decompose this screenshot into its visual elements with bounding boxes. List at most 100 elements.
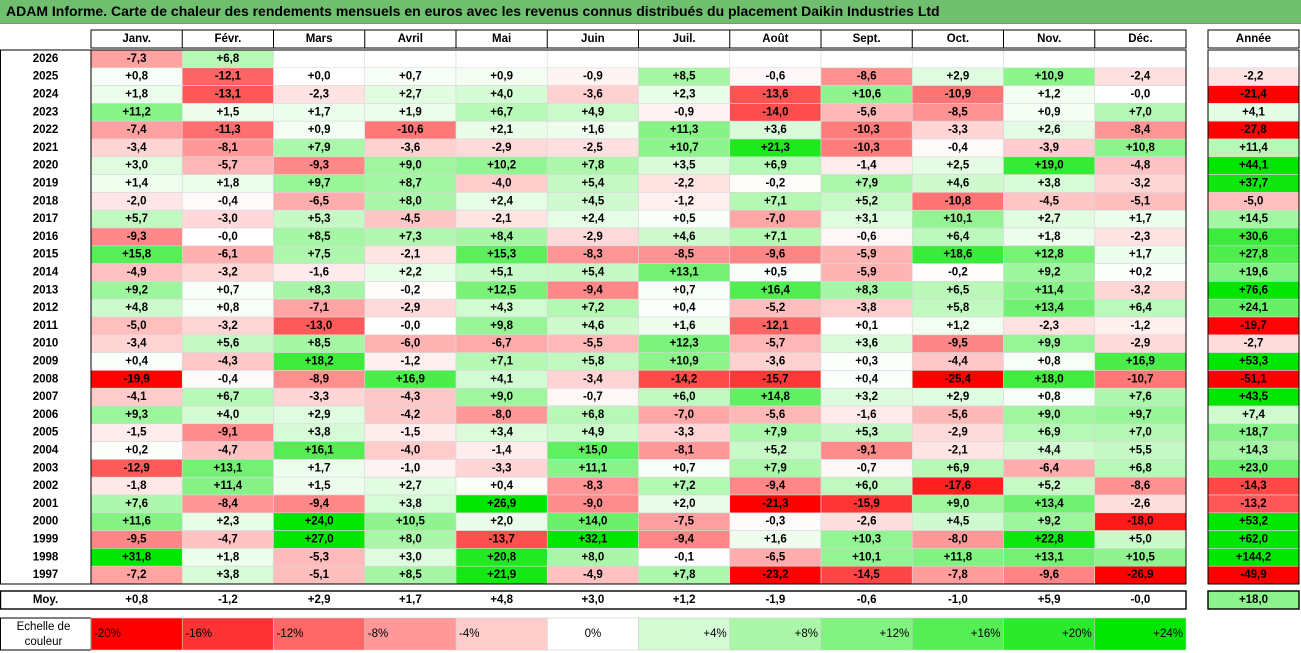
cell-value: -15,9 [854, 498, 880, 510]
heatmap-cell [364, 49, 457, 69]
cell-value: -9,6 [765, 249, 785, 261]
cell-value: +7,5 [308, 249, 331, 261]
cell-value: +19,0 [1035, 160, 1064, 172]
annual-value: +30,6 [1239, 231, 1268, 243]
annual-value: -14,3 [1240, 480, 1266, 492]
cell-value: -4,0 [400, 445, 420, 457]
cell-value: +5,2 [855, 195, 878, 207]
cell-value: +7,0 [1129, 427, 1152, 439]
cell-value: -14,2 [671, 373, 697, 385]
year-label: 2023 [33, 106, 59, 118]
cell-value: +0,2 [1129, 267, 1152, 279]
cell-value: -0,0 [1130, 89, 1150, 101]
cell-value: -5,6 [948, 409, 968, 421]
legend-swatch [638, 617, 731, 651]
cell-value: -5,3 [309, 551, 329, 563]
cell-value: +7,1 [490, 356, 513, 368]
annual-value: -27,8 [1240, 124, 1267, 136]
cell-value: +21,9 [487, 569, 516, 581]
page-title: ADAM Informe. Carte de chaleur des rende… [6, 3, 940, 19]
cell-value: +27,0 [305, 534, 334, 546]
cell-value: +9,2 [1038, 516, 1061, 528]
legend-stop-label: -8% [368, 628, 388, 640]
annual-value: +76,6 [1239, 284, 1268, 296]
cell-value: -2,3 [1130, 231, 1150, 243]
year-label: 2011 [33, 320, 59, 332]
cell-value: +8,5 [308, 338, 331, 350]
cell-value: -3,6 [583, 89, 603, 101]
cell-value: -9,3 [309, 160, 329, 172]
cell-value: +2,7 [399, 89, 422, 101]
annual-value: +43,5 [1239, 391, 1269, 403]
cell-value: +8,3 [308, 284, 331, 296]
average-annual-value: +18,0 [1239, 594, 1268, 606]
legend-label-box [0, 617, 92, 651]
annual-value: +18,7 [1239, 427, 1268, 439]
cell-value: -1,5 [400, 427, 420, 439]
cell-value: +6,9 [764, 160, 787, 172]
cell-value: +4,6 [582, 320, 605, 332]
average-label: Moy. [33, 594, 58, 606]
cell-value: -12,1 [215, 71, 242, 83]
cell-value: +2,3 [217, 516, 240, 528]
cell-value: +0,4 [855, 373, 878, 385]
cell-value: +1,8 [217, 178, 240, 190]
cell-value: +4,9 [582, 427, 605, 439]
cell-value: -0,7 [583, 391, 603, 403]
cell-value: +2,5 [947, 160, 970, 172]
cell-value: +16,9 [1126, 356, 1155, 368]
cell-value: -3,3 [674, 427, 694, 439]
cell-value: +9,7 [1129, 409, 1152, 421]
cell-value: +3,8 [217, 569, 240, 581]
cell-value: +7,8 [673, 569, 696, 581]
cell-value: +2,3 [673, 89, 696, 101]
annual-value: +53,3 [1239, 356, 1268, 368]
cell-value: +13,1 [670, 267, 700, 279]
annual-cell [1207, 49, 1300, 69]
cell-value: +5,8 [582, 356, 605, 368]
cell-value: +9,0 [490, 391, 513, 403]
annual-value: -2,7 [1244, 338, 1264, 350]
cell-value: -0,7 [857, 462, 877, 474]
cell-value: +6,0 [855, 480, 878, 492]
cell-value: -2,9 [583, 231, 603, 243]
annual-value: +44,1 [1239, 160, 1269, 172]
cell-value: -9,5 [948, 338, 968, 350]
cell-value: +4,5 [582, 195, 605, 207]
cell-value: -0,4 [948, 142, 968, 154]
cell-value: +2,7 [1038, 213, 1061, 225]
average-value: +4,8 [490, 594, 513, 606]
cell-value: +16,1 [305, 445, 335, 457]
cell-value: -8,1 [218, 142, 238, 154]
year-label: 2015 [33, 249, 59, 261]
cell-value: +7,0 [1129, 106, 1152, 118]
cell-value: -4,9 [583, 569, 603, 581]
cell-value: +6,0 [673, 391, 696, 403]
cell-value: +8,7 [399, 178, 422, 190]
heatmap-cell [911, 49, 1004, 69]
annual-value: -51,1 [1240, 373, 1267, 385]
cell-value: -8,0 [492, 409, 512, 421]
cell-value: +2,4 [490, 195, 513, 207]
heatmap-cell [638, 49, 731, 69]
annual-value: -13,2 [1240, 498, 1266, 510]
cell-value: +2,1 [490, 124, 513, 136]
cell-value: -1,4 [857, 160, 877, 172]
cell-value: +8,5 [399, 569, 422, 581]
heatmap-cell [1003, 49, 1096, 69]
cell-value: -23,2 [762, 569, 788, 581]
cell-value: +0,5 [764, 267, 787, 279]
annual-value: -19,7 [1240, 320, 1266, 332]
cell-value: +10,9 [1035, 71, 1064, 83]
cell-value: +8,0 [399, 534, 422, 546]
cell-value: -8,9 [309, 373, 329, 385]
average-value: +0,8 [125, 594, 148, 606]
cell-value: +4,6 [673, 231, 696, 243]
cell-value: +10,9 [670, 356, 699, 368]
cell-value: -5,1 [309, 569, 329, 581]
average-value: +2,9 [308, 594, 331, 606]
cell-value: +10,1 [943, 213, 973, 225]
annual-column-border [1207, 49, 1300, 585]
cell-value: +8,4 [490, 231, 513, 243]
month-header: Oct. [947, 33, 969, 45]
